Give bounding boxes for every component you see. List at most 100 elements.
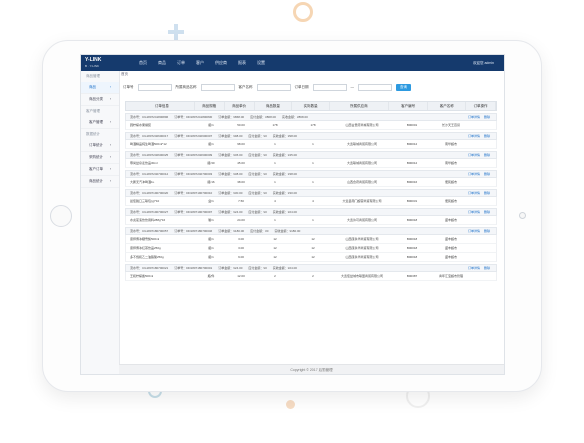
order-actions: 订单详情 删除	[468, 191, 490, 195]
table-row: 水虎茗溪饮饮用料288g*16 箱/1 24.00 1 1 大宽许可商贸有限公司 B0001…	[125, 216, 497, 225]
table-cell: B00031	[406, 199, 418, 203]
nav-item[interactable]: 订单	[177, 60, 185, 65]
order-meta: 实收金额：¥38.00	[272, 172, 297, 176]
sidebar-item[interactable]: 客户管理 ›	[81, 117, 119, 129]
table-cell: 2	[312, 274, 314, 278]
column-header: 订单信息	[126, 102, 195, 110]
nav-item[interactable]: 供应商	[215, 60, 227, 65]
table-row: 圆柠檬水果罐装 瓶/1 50.00 178 178 山西古贡府商城有限公司 B00001 长沙…	[125, 121, 497, 130]
nav-item[interactable]: 客户	[196, 60, 204, 65]
date-start-input[interactable]	[312, 83, 347, 91]
decor-plus-icon	[168, 24, 184, 40]
sidebar-item-label: 商品统计	[89, 179, 103, 183]
sidebar-item[interactable]: 采购统计 ›	[81, 152, 119, 164]
nav-item[interactable]: 商品	[158, 60, 166, 65]
table-header: 订单信息 商品规格 商品单价 商品数量 实际数量 所属供应商 客户编号 客户名称…	[125, 101, 497, 111]
order-meta: 订单号：DD1807180700001	[174, 266, 213, 270]
order-detail-link[interactable]: 订单详情	[467, 266, 480, 270]
sidebar-section-title: 数据统计	[86, 132, 100, 136]
sidebar-item[interactable]: 商品分类 ›	[81, 94, 119, 106]
order-list: 流水号：CG1807241800896 订单号：DD1807241800830 订单…	[125, 113, 497, 283]
nav-item[interactable]: 首页	[139, 60, 147, 65]
order-detail-link[interactable]: 订单详情	[467, 229, 480, 233]
order-header: 流水号：CG1807240700012 订单号：DD1807240700003 订单…	[125, 170, 497, 178]
table-cell: 98.00	[237, 142, 245, 146]
table-cell: 178	[310, 123, 316, 127]
delete-link[interactable]: 删除	[483, 210, 490, 214]
order-no-input[interactable]	[137, 83, 172, 91]
delete-link[interactable]: 删除	[483, 229, 490, 233]
top-navbar: Y-LINK B · Y-LINK 首页 商品 订单 客户 供应商 报表 设置 …	[81, 55, 504, 71]
search-button[interactable]: 查询	[396, 83, 411, 91]
order-header: 流水号：CG1807190700020 订单号：DD1807190700010 订单…	[125, 189, 497, 197]
sidebar-item[interactable]: 商品 ›	[81, 82, 119, 94]
table-row: 大鹏无汽冲啤酒1L 瓶/16 38.00 1 1 山西合府商贸有限公司 B00016 便民超市	[125, 178, 497, 187]
order-header: 流水号：CG1807240600017 订单号：DD1807240600007 订单…	[125, 132, 497, 140]
table-cell: 箱/1	[208, 218, 214, 222]
table-cell: 盒/1	[208, 199, 214, 203]
customer-name-input[interactable]	[256, 83, 291, 91]
sidebar-item[interactable]: 订单统计 ›	[81, 140, 119, 152]
table-cell: 12	[311, 246, 315, 250]
table-cell: 45.00	[237, 161, 245, 165]
order-meta: 订单号：DD1807240600007	[174, 134, 213, 138]
sidebar-item[interactable]: 客户订单 ›	[81, 164, 119, 176]
order-detail-link[interactable]: 订单详情	[467, 210, 480, 214]
table-cell: 178	[272, 123, 278, 127]
delete-link[interactable]: 删除	[483, 266, 490, 270]
delete-link[interactable]: 删除	[483, 134, 490, 138]
delete-link[interactable]: 删除	[483, 153, 490, 157]
delete-link[interactable]: 删除	[483, 115, 490, 119]
breadcrumb-item[interactable]: 首页	[121, 72, 128, 76]
order-group: 流水号：CG1807180700057 订单号：DD1807180700046 订单…	[125, 227, 497, 262]
order-meta: 订单金额：¥180.00	[218, 229, 245, 233]
table-cell: B00012	[406, 161, 418, 165]
order-detail-link[interactable]: 订单详情	[467, 172, 480, 176]
user-menu[interactable]: 欢迎您 admin	[472, 61, 494, 65]
sidebar-section-title: 客户管理	[86, 109, 100, 113]
table-cell: 山西康泉华商贸有限公司	[345, 246, 379, 250]
sidebar-item[interactable]: 商品统计 ›	[81, 176, 119, 188]
table-row: 多不饱和乙二油脂酸250g 瓶/1 9.00 12 12 山西康泉华商贸有限公司 B0001…	[125, 253, 497, 262]
table-cell: 瓶/件	[207, 274, 215, 278]
table-cell: B00016	[406, 180, 418, 184]
app-logo[interactable]: Y-LINK B · Y-LINK	[85, 57, 102, 68]
order-actions: 订单详情 删除	[468, 172, 490, 176]
table-cell: B00018	[406, 246, 418, 250]
product-name-label: 所属商品名称	[175, 84, 197, 89]
order-header: 流水号：CG1807180700021 订单号：DD1807180700001 订单…	[125, 264, 497, 272]
sidebar: 商品管理 商品 › 商品分类 › 客户管理 客户管理 › 数据统计 订单统计 › 采购统计 › 客户订单 ›…	[81, 71, 120, 374]
chevron-right-icon: ›	[109, 120, 111, 124]
date-end-input[interactable]	[358, 83, 392, 91]
order-meta: 实收金额：¥24.00	[272, 210, 297, 214]
order-meta: 应付金额：¥0	[248, 210, 267, 214]
table-cell: 12	[311, 237, 315, 241]
table-row: 晨佳脱口三联包(g)*10 盒/1 7.50 4 4 大宽县南门超营商贸有限公司 B0003…	[125, 197, 497, 206]
delete-link[interactable]: 删除	[483, 191, 490, 195]
nav-item[interactable]: 设置	[257, 60, 265, 65]
order-detail-link[interactable]: 订单详情	[467, 153, 480, 157]
order-meta: 应付金额：¥0	[248, 153, 267, 157]
table-cell: 啤酒精品纯生啤酒500ml*12	[130, 142, 167, 146]
table-cell: 1	[312, 142, 314, 146]
column-header: 客户名称	[428, 102, 467, 110]
table-cell: 瓶/30	[207, 161, 215, 165]
order-meta: 实收金额：¥24.00	[272, 266, 297, 270]
sidebar-item-label: 订单统计	[89, 143, 103, 147]
order-meta: 应付金额：¥868.00	[250, 115, 276, 119]
chevron-right-icon: ›	[109, 97, 111, 101]
table-cell: 1	[274, 161, 276, 165]
table-cell: B00018	[406, 218, 418, 222]
product-name-input[interactable]	[200, 83, 235, 91]
order-meta: 订单号：DD1807190700010	[174, 191, 213, 195]
order-meta: 流水号：CG1807241800896	[130, 115, 169, 119]
table-cell: 水虎茗溪饮饮用料288g*16	[130, 218, 166, 222]
order-detail-link[interactable]: 订单详情	[467, 134, 480, 138]
delete-link[interactable]: 删除	[483, 172, 490, 176]
order-detail-link[interactable]: 订单详情	[467, 115, 480, 119]
order-detail-link[interactable]: 订单详情	[467, 191, 480, 195]
nav-item[interactable]: 报表	[238, 60, 246, 65]
chevron-right-icon: ›	[109, 179, 111, 183]
table-cell: 大宽联城商贸有限公司	[346, 142, 377, 146]
table-cell: B00012	[406, 142, 418, 146]
